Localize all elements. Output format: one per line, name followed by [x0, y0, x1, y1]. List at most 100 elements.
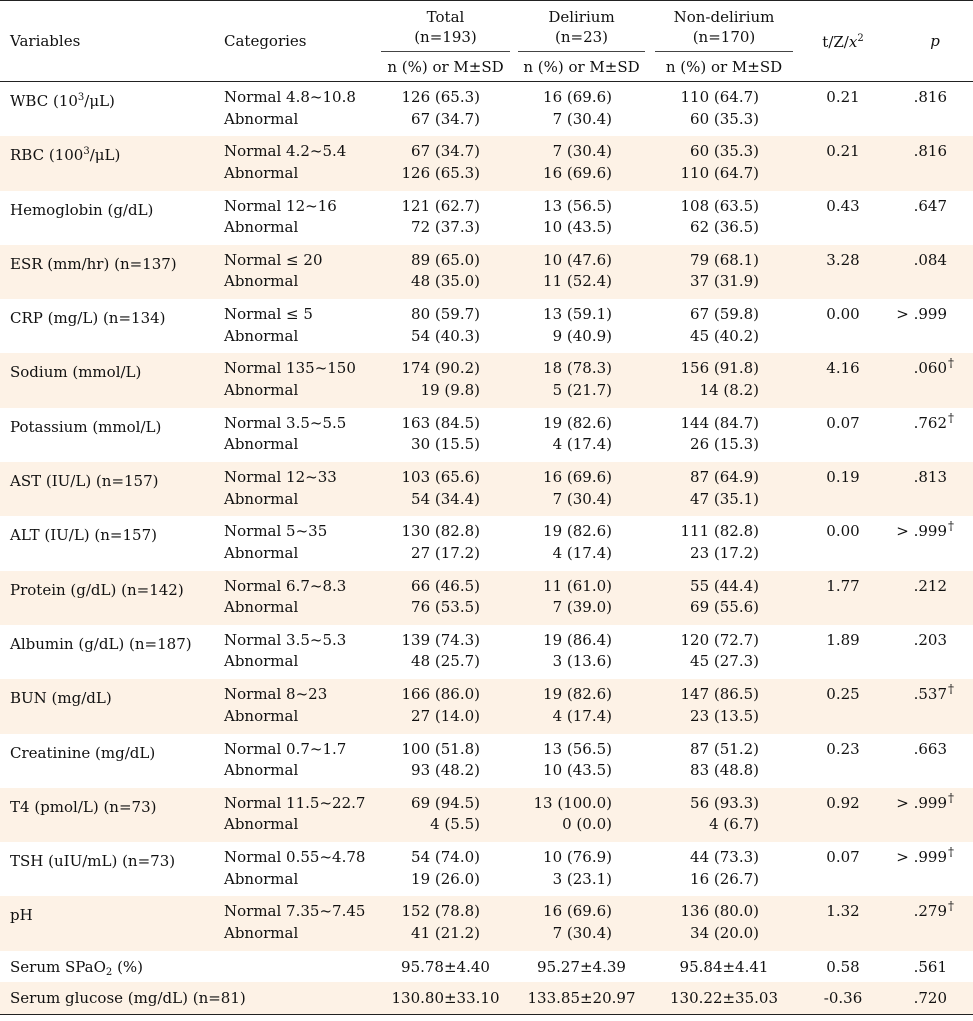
nondelirium-cell: 79 (68.1) 37 (31.9): [690, 250, 759, 291]
variable-name: TSH (uIU/mL) (n=73): [10, 852, 176, 871]
nondelirium-cell: 55 (44.4) 69 (55.6): [690, 576, 759, 617]
stat-cell: 0.92: [826, 793, 860, 812]
delirium-cell: 133.85±20.97: [527, 989, 636, 1008]
nondelirium-cell: 111 (82.8) 23 (17.2): [680, 522, 759, 562]
stat-cell: 0.43: [826, 196, 860, 215]
category-cell: Normal 12~16 Abnormal: [224, 196, 337, 237]
header-p: p: [930, 32, 940, 50]
group-rule-delirium: [518, 51, 645, 52]
stat-cell: 4.16: [826, 359, 860, 378]
delirium-cell: 13 (59.1) 9 (40.9): [543, 305, 612, 345]
p-value-cell: .279: [913, 902, 947, 921]
total-cell: 152 (78.8) 41 (21.2): [401, 902, 480, 942]
category-cell: Normal 5~35 Abnormal: [224, 522, 328, 562]
p-value-cell: .060: [913, 359, 947, 378]
delirium-cell: 16 (69.6) 7 (30.4): [543, 902, 612, 942]
delirium-cell: 19 (86.4) 3 (13.6): [543, 630, 612, 671]
table-header: Variables Categories Total (n=193) Delir…: [0, 0, 973, 82]
delirium-cell: 19 (82.6) 4 (17.4): [543, 413, 612, 454]
table-bottom-rule: [0, 1013, 973, 1015]
total-cell: 166 (86.0) 27 (14.0): [401, 685, 480, 725]
table-row: Creatinine (mg/dL) Normal 0.7~1.7 Abnormal…: [0, 734, 973, 788]
stat-cell: 1.32: [826, 902, 860, 921]
stat-cell: 0.00: [826, 305, 860, 324]
category-cell: Normal ≤ 20 Abnormal: [224, 250, 323, 291]
nondelirium-cell: 156 (91.8) 14 (8.2): [680, 359, 759, 399]
delirium-cell: 10 (47.6) 11 (52.4): [543, 250, 612, 291]
dagger-mark: †: [948, 410, 954, 425]
stat-cell: 0.00: [826, 522, 860, 541]
table-row: Sodium (mmol/L) Normal 135~150 Abnormal 174…: [0, 353, 973, 408]
total-cell: 126 (65.3) 67 (34.7): [401, 88, 480, 128]
p-value-cell: .816: [913, 88, 947, 106]
variable-name: ESR (mm/hr) (n=137): [10, 254, 177, 273]
stat-cell: 0.25: [826, 685, 860, 704]
dagger-mark: †: [948, 899, 954, 914]
table-row: pH Normal 7.35~7.45 Abnormal 152 (78.8) 41 (…: [0, 896, 973, 951]
nondelirium-cell: 44 (73.3) 16 (26.7): [690, 848, 759, 888]
table-row: T4 (pmol/L) (n=73) Normal 11.5~22.7 Abnorm…: [0, 787, 973, 843]
header-delirium: Delirium (n=23): [548, 8, 615, 46]
nondelirium-cell: 120 (72.7) 45 (27.3): [680, 630, 759, 671]
delirium-cell: 16 (69.6) 7 (30.4): [543, 468, 612, 508]
stat-cell: 0.58: [826, 957, 860, 976]
category-cell: Normal 7.35~7.45 Abnormal: [224, 902, 366, 942]
category-cell: Normal 3.5~5.3 Abnormal: [224, 630, 347, 671]
total-cell: 67 (34.7) 126 (65.3): [401, 142, 480, 182]
nondelirium-cell: 67 (59.8) 45 (40.2): [690, 305, 759, 345]
header-variables: Variables: [10, 32, 81, 50]
delirium-cell: 16 (69.6) 7 (30.4): [543, 88, 612, 128]
table-row: Serum SPaO2 (%) 95.78±4.40 95.27±4.39 95.84…: [0, 951, 973, 983]
p-value-cell: .813: [913, 468, 947, 487]
stat-cell: 1.89: [826, 630, 860, 649]
table-row: ESR (mm/hr) (n=137) Normal ≤ 20 Abnormal 89…: [0, 244, 973, 300]
stat-cell: 0.23: [826, 739, 860, 758]
nondelirium-cell: 144 (84.7) 26 (15.3): [680, 413, 759, 454]
variable-name: CRP (mg/L) (n=134): [10, 309, 166, 328]
variable-name: Serum SPaO2 (%): [10, 957, 144, 978]
p-value-cell: > .999: [896, 305, 947, 324]
variable-name: RBC (1003/μL): [10, 146, 121, 165]
category-cell: Normal 12~33 Abnormal: [224, 468, 337, 508]
table-row: ALT (IU/L) (n=157) Normal 5~35 Abnormal 130…: [0, 516, 973, 570]
category-cell: Normal 11.5~22.7 Abnormal: [224, 793, 366, 834]
nondelirium-cell: 56 (93.3) 4 (6.7): [690, 793, 759, 834]
variable-name: pH: [10, 906, 33, 925]
total-cell: 95.78±4.40: [401, 957, 490, 976]
table-body: WBC (103/μL) Normal 4.8~10.8 Abnormal 126 (…: [0, 82, 973, 951]
nondelirium-cell: 136 (80.0) 34 (20.0): [680, 902, 759, 942]
table-row: WBC (103/μL) Normal 4.8~10.8 Abnormal 126 (…: [0, 82, 973, 136]
total-cell: 130.80±33.10: [391, 989, 500, 1008]
variable-name: T4 (pmol/L) (n=73): [10, 797, 157, 816]
total-cell: 103 (65.6) 54 (34.4): [401, 468, 480, 508]
dagger-mark: †: [948, 519, 954, 534]
delirium-cell: 11 (61.0) 7 (39.0): [543, 576, 612, 617]
delirium-cell: 13 (56.5) 10 (43.5): [543, 739, 612, 780]
stat-cell: 0.19: [826, 468, 860, 487]
stat-cell: 0.07: [826, 413, 860, 432]
p-value-cell: > .999: [896, 522, 947, 541]
p-value-cell: > .999: [896, 848, 947, 867]
p-value-cell: .561: [913, 957, 947, 976]
category-cell: Normal 3.5~5.5 Abnormal: [224, 413, 347, 454]
table-row: AST (IU/L) (n=157) Normal 12~33 Abnormal 10…: [0, 462, 973, 517]
nondelirium-cell: 147 (86.5) 23 (13.5): [680, 685, 759, 725]
dagger-mark: †: [948, 845, 954, 860]
total-cell: 69 (94.5) 4 (5.5): [411, 793, 480, 834]
total-cell: 163 (84.5) 30 (15.5): [401, 413, 480, 454]
delirium-cell: 19 (82.6) 4 (17.4): [543, 685, 612, 725]
nondelirium-cell: 110 (64.7) 60 (35.3): [680, 88, 759, 128]
table-row: CRP (mg/L) (n=134) Normal ≤ 5 Abnormal 80 (…: [0, 299, 973, 353]
delirium-cell: 7 (30.4) 16 (69.6): [543, 142, 612, 182]
p-value-cell: > .999: [896, 793, 947, 812]
nondelirium-cell: 87 (64.9) 47 (35.1): [690, 468, 759, 508]
nondelirium-cell: 87 (51.2) 83 (48.8): [690, 739, 759, 780]
total-cell: 130 (82.8) 27 (17.2): [401, 522, 480, 562]
total-cell: 121 (62.7) 72 (37.3): [401, 196, 480, 237]
category-cell: Normal ≤ 5 Abnormal: [224, 305, 313, 345]
table-row: Hemoglobin (g/dL) Normal 12~16 Abnormal 121…: [0, 191, 973, 245]
table-body-continuous: Serum SPaO2 (%) 95.78±4.40 95.27±4.39 95.84…: [0, 951, 973, 1014]
variable-name: Serum glucose (mg/dL) (n=81): [10, 989, 246, 1008]
delirium-cell: 19 (82.6) 4 (17.4): [543, 522, 612, 562]
